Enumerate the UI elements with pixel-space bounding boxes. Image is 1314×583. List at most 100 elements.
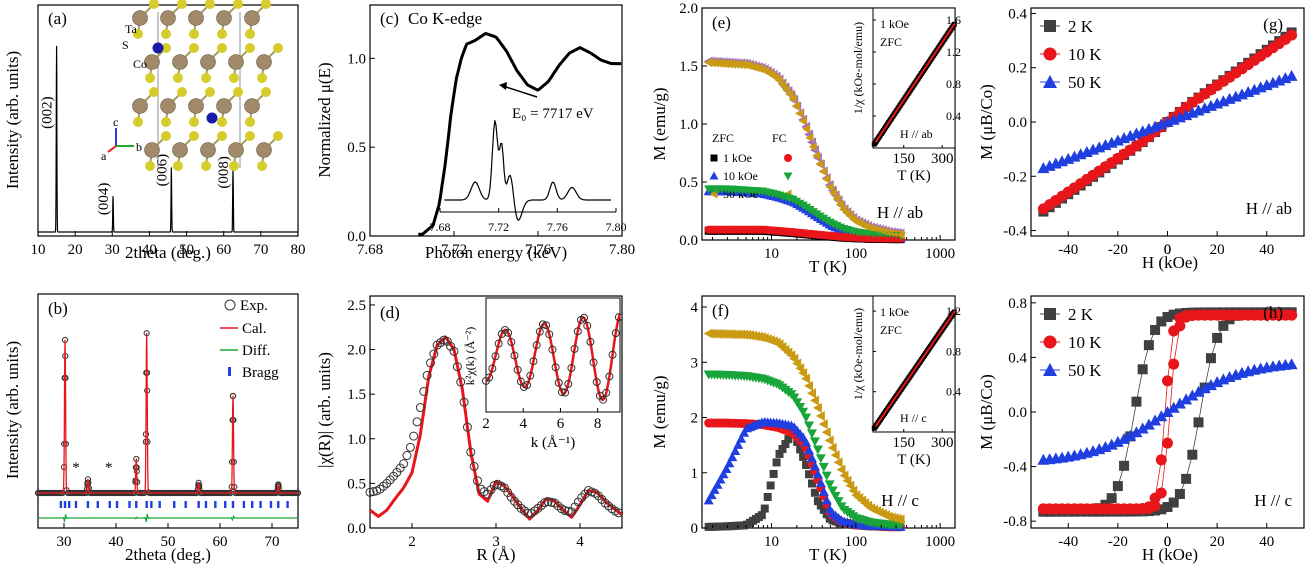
tantalum-atom — [216, 98, 232, 114]
inset-mode-label: ZFC — [880, 323, 902, 337]
exp-point — [550, 498, 560, 508]
data-point — [778, 444, 787, 453]
data-point — [789, 393, 800, 403]
k-space-inset: 2 4 6 8 k (Å⁻¹) k²χ(k) (Å⁻²) — [463, 297, 623, 451]
x-tick-label: 50 — [179, 242, 194, 258]
inset-exp-point — [545, 330, 554, 339]
y-tick-label: 1.5 — [347, 387, 366, 403]
legend-label: 2 K — [1068, 17, 1094, 36]
exp-point — [405, 442, 415, 452]
x-axis-label: R (Å) — [476, 545, 515, 564]
x-tick-label: 40 — [1259, 534, 1274, 550]
inset-x-tick-label: 8 — [594, 416, 602, 432]
y-axis-label: 1/χ (kOe-mol/emu) — [851, 308, 865, 400]
inset-exp-point — [554, 378, 563, 387]
bragg-tick — [115, 501, 119, 508]
inset-exp-point — [542, 321, 551, 330]
inset-fit-line — [874, 22, 956, 143]
cobalt-atom — [152, 42, 164, 54]
tantalum-atom — [256, 142, 272, 158]
data-point — [824, 435, 834, 446]
data-point — [801, 437, 812, 447]
sulfur-atom — [161, 29, 171, 39]
x-axis-label: T (K) — [809, 545, 847, 564]
fc-point — [781, 84, 790, 95]
x-axis-label: T (K) — [809, 257, 847, 276]
sulfur-atom — [245, 117, 255, 127]
panel-c: 7.68 7.72 7.76 7.80 0.0 0.5 1.0 Normalized μ(E)… — [315, 4, 635, 262]
fc-point — [818, 166, 827, 177]
y-tick-label: 0.0 — [1008, 115, 1027, 131]
x-tick-label: 40 — [142, 242, 157, 258]
fc-point — [785, 89, 794, 99]
x-tick-label: 40 — [109, 534, 124, 550]
bragg-tick — [96, 501, 99, 508]
data-point — [842, 475, 852, 486]
peak-label: (008) — [216, 156, 232, 189]
data-point — [727, 452, 738, 462]
tantalum-atom — [244, 10, 260, 26]
inset-exp-point — [580, 313, 589, 322]
data-point — [836, 464, 846, 475]
x-tick-label: 0 — [1164, 534, 1172, 550]
data-point — [812, 445, 823, 455]
series-3 — [703, 370, 906, 531]
x-tick-label: -20 — [1108, 534, 1128, 550]
legend-marker — [1044, 308, 1056, 320]
fc-point — [835, 199, 844, 210]
bragg-tick — [63, 501, 67, 508]
inset-exp-point — [548, 345, 557, 354]
exp-point — [452, 362, 462, 372]
xanes-curve — [418, 32, 622, 236]
sulfur-atom — [177, 0, 187, 9]
y-tick-label: 0.4 — [1008, 350, 1027, 366]
y-axis-label: k²χ(k) (Å⁻²) — [463, 327, 477, 386]
data-point — [798, 368, 808, 379]
sulfur-atom — [133, 29, 143, 39]
data-point — [801, 373, 811, 384]
panel-label: (g) — [1263, 15, 1283, 34]
impurity-star: * — [105, 460, 113, 476]
inset-y-tick-label: 0.8 — [946, 344, 961, 358]
inset-exp-point — [608, 350, 617, 359]
legend-label: Bragg — [242, 365, 279, 381]
data-point — [806, 453, 817, 463]
sulfur-atom — [149, 0, 159, 9]
inset-exp-point — [538, 320, 547, 329]
sulfur-atom — [161, 131, 171, 141]
exp-point — [499, 483, 509, 493]
x-tick-label: 7.76 — [525, 242, 552, 258]
data-point — [795, 363, 805, 374]
data-point — [848, 485, 858, 496]
sulfur-atom — [201, 161, 211, 171]
y-tick-label: 1.5 — [679, 59, 698, 75]
x-tick-label: 20 — [1210, 242, 1225, 258]
bragg-tick — [158, 501, 161, 508]
inset-exp-point — [602, 388, 611, 397]
y-tick-label: 1.0 — [347, 51, 366, 67]
legend-marker-exp — [224, 299, 236, 311]
data-point — [815, 478, 826, 488]
data-point — [1198, 382, 1211, 394]
sulfur-atom — [261, 0, 271, 9]
exp-point — [469, 461, 479, 471]
inset-orientation-label: H // c — [900, 411, 927, 425]
inset-exp-point — [488, 364, 497, 373]
data-point — [781, 440, 790, 449]
exp-point — [402, 451, 412, 461]
y-tick-label: 0.8 — [1008, 296, 1027, 312]
bragg-tick — [68, 501, 71, 508]
y-axis-label: M (μB/Co) — [977, 374, 996, 450]
x-tick-label: 20 — [68, 242, 83, 258]
inset-x-tick-label: 2 — [482, 416, 490, 432]
data-point — [818, 462, 829, 472]
inset-exp-point — [526, 371, 535, 380]
data-point — [1204, 379, 1217, 391]
panel-e: 10 100 1000 0.0 0.5 1.0 1.5 2.0 M (emu/g) T (K) (e… — [650, 1, 961, 276]
legend-bragg — [228, 367, 231, 376]
exp-point — [614, 508, 624, 518]
data-point — [815, 411, 825, 422]
bragg-tick — [224, 501, 227, 508]
exp-point — [368, 487, 378, 497]
